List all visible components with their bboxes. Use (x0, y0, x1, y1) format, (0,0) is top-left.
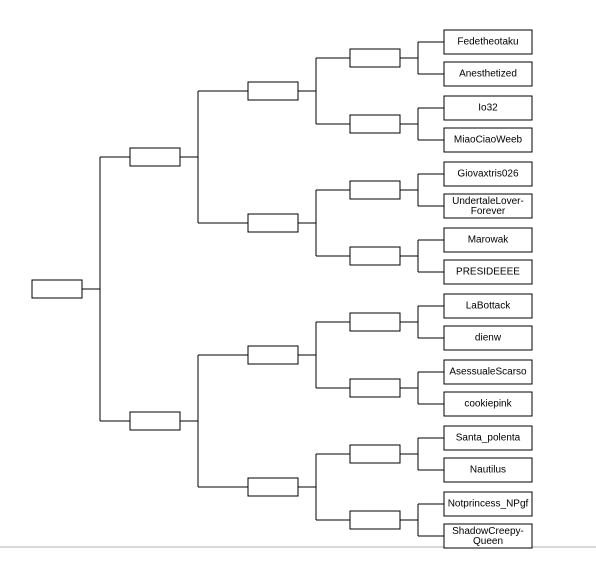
leaf-label-12: Santa_polenta (456, 433, 521, 444)
connector (400, 108, 444, 140)
bracket-diagram: Fedetheotaku Anesthetized Io32 MiaoCiaoWeeb… (0, 0, 596, 567)
pair-box-1 (350, 115, 400, 133)
leaf-label-14: Notprincess_NPgf (448, 499, 529, 510)
leaf-label-9: dienw (475, 333, 502, 344)
connector (82, 157, 130, 421)
pair-box-6 (350, 445, 400, 463)
quarter-box-0 (248, 82, 298, 100)
leaf-label-2: Io32 (478, 103, 498, 114)
semi-box-1 (130, 412, 180, 430)
connector (298, 190, 350, 256)
connector (400, 372, 444, 404)
leaf-label-0: Fedetheotaku (457, 37, 518, 48)
pair-box-4 (350, 313, 400, 331)
pair-box-7 (350, 511, 400, 529)
root-box (32, 280, 82, 298)
connector (298, 322, 350, 388)
connector (400, 306, 444, 338)
leaf-label-13: Nautilus (470, 465, 506, 476)
connector (400, 504, 444, 536)
leaf-label-8: LaBottack (466, 301, 511, 312)
leaf-label-11: cookiepink (464, 399, 512, 410)
connector (180, 355, 248, 487)
leaf-label-1: Anesthetized (459, 69, 517, 80)
connector (400, 42, 444, 74)
connector (180, 91, 248, 223)
quarter-box-1 (248, 214, 298, 232)
connector (298, 58, 350, 124)
connector (400, 174, 444, 206)
pair-box-3 (350, 247, 400, 265)
pair-box-2 (350, 181, 400, 199)
semi-box-0 (130, 148, 180, 166)
leaf-label-6: Marowak (468, 235, 510, 246)
quarter-box-2 (248, 346, 298, 364)
connector (400, 438, 444, 470)
pair-box-0 (350, 49, 400, 67)
leaf-label-3: MiaoCiaoWeeb (454, 135, 523, 146)
connector (400, 240, 444, 272)
leaf-label-10: AsessualeScarso (449, 367, 527, 378)
leaf-label-7: PRESIDEEEE (456, 267, 520, 278)
pair-box-5 (350, 379, 400, 397)
quarter-box-3 (248, 478, 298, 496)
leaf-label-4: Giovaxtris026 (457, 169, 519, 180)
connector (298, 454, 350, 520)
